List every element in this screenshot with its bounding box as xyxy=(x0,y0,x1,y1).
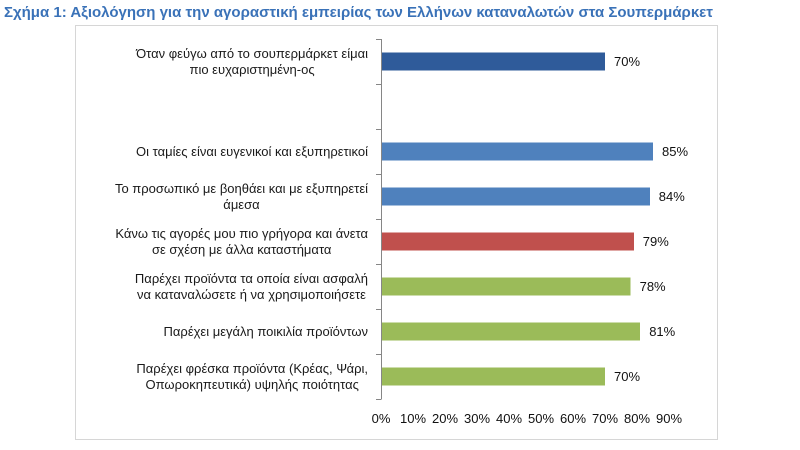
bar xyxy=(382,142,653,161)
x-tick-label: 90% xyxy=(655,411,683,426)
category-label-line: Οπωροκηπευτικά) υψηλής ποιότητας xyxy=(145,376,359,392)
x-tick-label: 60% xyxy=(559,411,587,426)
x-tick-label: 20% xyxy=(431,411,459,426)
category-label: Παρέχει προϊόντα τα οποία είναι ασφαλή να… xyxy=(135,271,368,303)
data-label: 84% xyxy=(658,188,685,204)
bar xyxy=(382,187,650,206)
chart-area: 70% 85% 84% 79% 78% 81% 70% Όταν φεύγω από το σ… xyxy=(75,25,718,440)
data-label: 70% xyxy=(614,53,641,69)
data-label: 70% xyxy=(614,368,641,384)
figure-title: Σχήμα 1: Αξιολόγηση για την αγοραστική ε… xyxy=(4,4,713,21)
data-label: 78% xyxy=(639,278,666,294)
x-tick-label: 80% xyxy=(623,411,651,426)
bar xyxy=(382,232,634,251)
data-label: 81% xyxy=(649,323,676,339)
category-label-line: πιο ευχαριστημένη-ος xyxy=(189,61,315,77)
bar xyxy=(382,367,605,386)
bar xyxy=(382,52,605,71)
x-tick-label: 30% xyxy=(463,411,491,426)
plot-area xyxy=(376,39,653,400)
category-label-line: άμεσα xyxy=(223,196,260,212)
category-label-line: Παρέχει προϊόντα τα οποία είναι ασφαλή xyxy=(134,270,368,286)
category-label-line: Παρέχει φρέσκα προϊόντα (Κρέας, Ψάρι, xyxy=(136,360,368,376)
category-label-line: σε σχέση με άλλα καταστήματα xyxy=(151,241,332,257)
x-tick-label: 40% xyxy=(495,411,523,426)
bar xyxy=(382,277,631,296)
x-tick-label: 70% xyxy=(591,411,619,426)
category-label: Παρέχει φρέσκα προϊόντα (Κρέας, Ψάρι, Οπω… xyxy=(136,361,368,393)
category-label: Κάνω τις αγορές μου πιο γρήγορα και άνετ… xyxy=(115,226,368,258)
category-label: Όταν φεύγω από το σουπερμάρκετ είμαι πιο … xyxy=(136,46,368,78)
data-label: 85% xyxy=(662,143,689,159)
data-label: 79% xyxy=(642,233,669,249)
x-tick-label: 50% xyxy=(527,411,555,426)
x-tick-label: 10% xyxy=(399,411,427,426)
category-label: Το προσωπικό με βοηθάει και με εξυπηρετε… xyxy=(115,181,368,213)
category-label-line: να καταναλώσετε ή να χρησιμοποιήσετε xyxy=(136,286,366,302)
category-label-line: Παρέχει μεγάλη ποικιλία προϊόντων xyxy=(163,323,368,339)
category-label-line: Κάνω τις αγορές μου πιο γρήγορα και άνετ… xyxy=(115,225,368,241)
category-label-line: Το προσωπικό με βοηθάει και με εξυπηρετε… xyxy=(114,180,368,196)
x-tick-label: 0% xyxy=(371,411,391,426)
category-label: Οι ταμίες είναι ευγενικοί και εξυπηρετικ… xyxy=(136,144,368,160)
category-label: Παρέχει μεγάλη ποικιλία προϊόντων xyxy=(164,324,368,340)
bar xyxy=(382,322,641,341)
category-label-line: Όταν φεύγω από το σουπερμάρκετ είμαι xyxy=(136,45,368,61)
category-label-line: Οι ταμίες είναι ευγενικοί και εξυπηρετικ… xyxy=(136,143,368,159)
